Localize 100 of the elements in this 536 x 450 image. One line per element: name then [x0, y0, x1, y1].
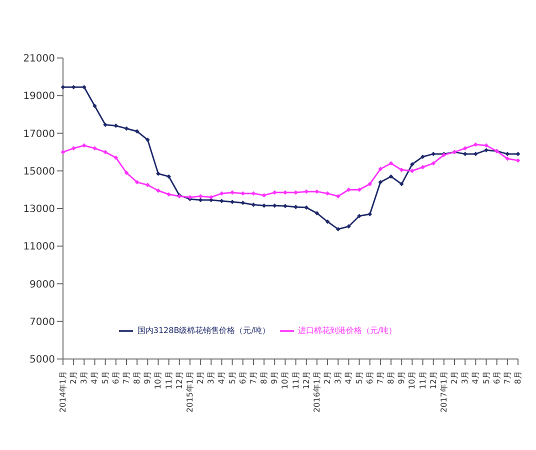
- point: [346, 187, 351, 192]
- point: [71, 84, 76, 90]
- point: [145, 138, 150, 142]
- x-tick-label: 7月: [502, 371, 512, 384]
- point: [251, 202, 256, 207]
- x-tick-label: 3月: [80, 371, 89, 384]
- point: [60, 84, 66, 90]
- point: [516, 152, 520, 156]
- x-tick-label: 2月: [69, 371, 78, 384]
- x-tick-label: 7月: [376, 371, 385, 384]
- point: [262, 203, 266, 208]
- x-tick-label: 12月: [174, 371, 184, 390]
- point: [272, 190, 277, 195]
- y-tick-label: 5000: [30, 354, 55, 366]
- y-tick-label: 17000: [23, 128, 55, 140]
- x-tick-label: 9月: [397, 371, 406, 384]
- point: [314, 189, 320, 194]
- point: [336, 194, 340, 198]
- y-tick-label: 13000: [23, 204, 55, 216]
- x-tick-label: 7月: [248, 371, 258, 384]
- point: [314, 211, 320, 216]
- point: [410, 168, 414, 174]
- point: [220, 198, 224, 204]
- x-tick-label: 9月: [143, 371, 152, 384]
- point: [103, 150, 108, 154]
- x-tick-label: 6月: [365, 371, 374, 384]
- x-tick-label: 2017年1月: [439, 371, 448, 412]
- point: [166, 192, 172, 197]
- point: [60, 150, 66, 154]
- point: [368, 182, 372, 186]
- x-tick-label: 8月: [386, 371, 396, 384]
- x-tick-label: 5月: [482, 371, 491, 384]
- point: [388, 161, 394, 166]
- x-tick-label: 3月: [334, 371, 343, 384]
- point: [166, 174, 172, 179]
- point: [134, 180, 140, 184]
- point: [124, 126, 129, 131]
- point: [431, 161, 436, 166]
- point: [399, 182, 404, 186]
- point: [103, 122, 108, 127]
- point: [473, 142, 478, 147]
- x-tick-label: 6月: [238, 371, 248, 384]
- legend-label: 国内3128B级棉花销售价格（元/吨）: [137, 326, 270, 336]
- x-tick-label: 10月: [280, 371, 290, 390]
- x-tick-label: 8月: [260, 371, 269, 384]
- x-tick-label: 4月: [344, 371, 354, 384]
- point: [114, 124, 118, 128]
- x-tick-label: 6月: [111, 371, 120, 384]
- x-tick-label: 6月: [492, 371, 502, 384]
- x-tick-label: 4月: [217, 371, 226, 384]
- point: [283, 204, 288, 208]
- point: [134, 129, 140, 134]
- point: [82, 143, 86, 148]
- point: [388, 174, 394, 179]
- point: [325, 191, 330, 196]
- point: [462, 152, 468, 156]
- x-tick-label: 8月: [132, 371, 142, 384]
- point: [230, 200, 234, 204]
- x-tick-label: 11月: [291, 371, 300, 390]
- x-tick-label: 10月: [408, 371, 417, 390]
- point: [410, 162, 414, 166]
- point: [368, 212, 372, 216]
- point: [198, 194, 203, 198]
- point: [145, 182, 150, 188]
- x-tick-label: 7月: [122, 371, 131, 384]
- point: [462, 146, 468, 150]
- point: [198, 198, 203, 202]
- point: [420, 164, 425, 170]
- point: [484, 148, 488, 152]
- point: [156, 171, 160, 176]
- point: [378, 166, 383, 172]
- point: [346, 224, 351, 229]
- x-tick-label: 12月: [302, 371, 311, 390]
- point: [220, 191, 224, 196]
- x-tick-label: 11月: [418, 371, 428, 390]
- x-tick-label: 4月: [471, 371, 480, 384]
- point: [420, 154, 425, 159]
- point: [208, 195, 214, 200]
- y-tick-label: 21000: [23, 54, 55, 65]
- point: [325, 219, 330, 224]
- x-tick-label: 8月: [514, 371, 522, 384]
- point: [516, 158, 520, 163]
- x-tick-label: 2016年1月: [312, 371, 322, 412]
- x-tick-label: 2月: [450, 371, 460, 384]
- x-tick-label: 3月: [206, 371, 216, 384]
- x-tick-label: 11月: [164, 371, 174, 390]
- point: [251, 191, 256, 196]
- point: [71, 146, 76, 150]
- x-tick-label: 3月: [460, 371, 470, 384]
- x-tick-label: 2月: [196, 371, 206, 384]
- y-tick-label: 9000: [30, 279, 55, 290]
- x-tick-label: 2014年1月: [58, 371, 68, 412]
- x-tick-label: 2015年1月: [185, 371, 194, 412]
- point: [92, 146, 97, 150]
- point: [156, 188, 160, 193]
- point: [240, 200, 246, 206]
- point: [505, 156, 510, 161]
- point: [336, 226, 340, 232]
- point: [114, 156, 118, 160]
- x-tick-label: 4月: [90, 371, 100, 384]
